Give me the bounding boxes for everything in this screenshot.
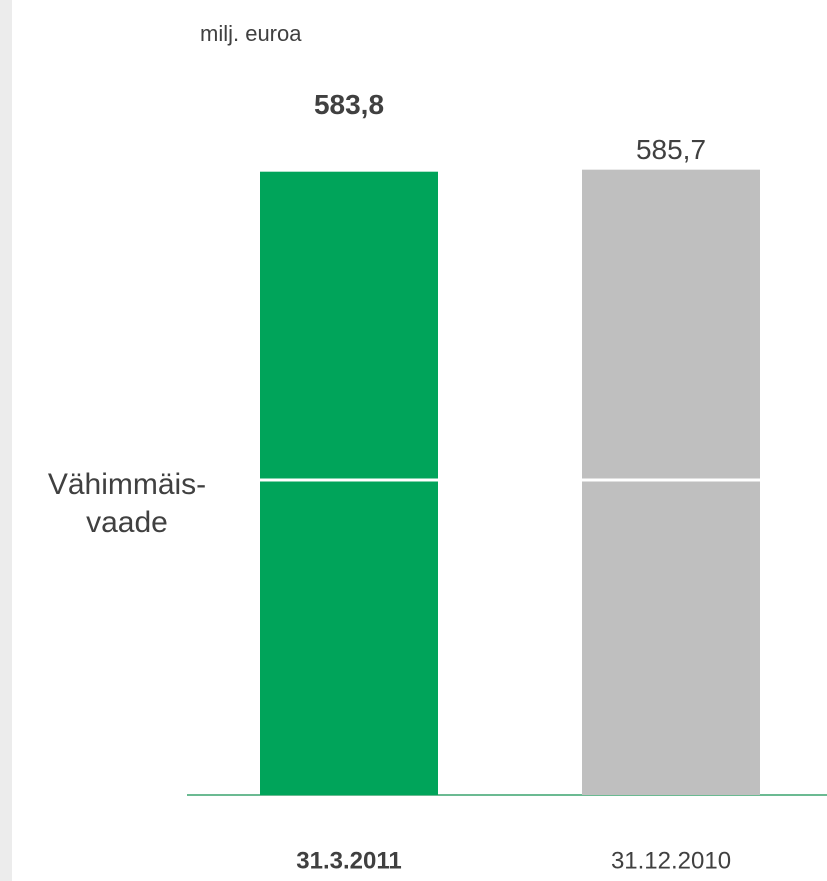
x-tick-label: 31.12.2010 <box>611 847 731 874</box>
series-label: Vähimmäis- vaade <box>47 468 207 539</box>
bar-segment <box>260 480 438 795</box>
x-tick-label: 31.3.2011 <box>296 847 401 874</box>
bar-segment <box>582 169 760 481</box>
unit-label: milj. euroa <box>200 21 302 46</box>
bar-segment <box>582 480 760 795</box>
total-label: 583,8 <box>314 89 384 120</box>
total-label: 585,7 <box>636 134 706 165</box>
bar-segment <box>260 171 438 481</box>
side-strip <box>0 0 12 881</box>
